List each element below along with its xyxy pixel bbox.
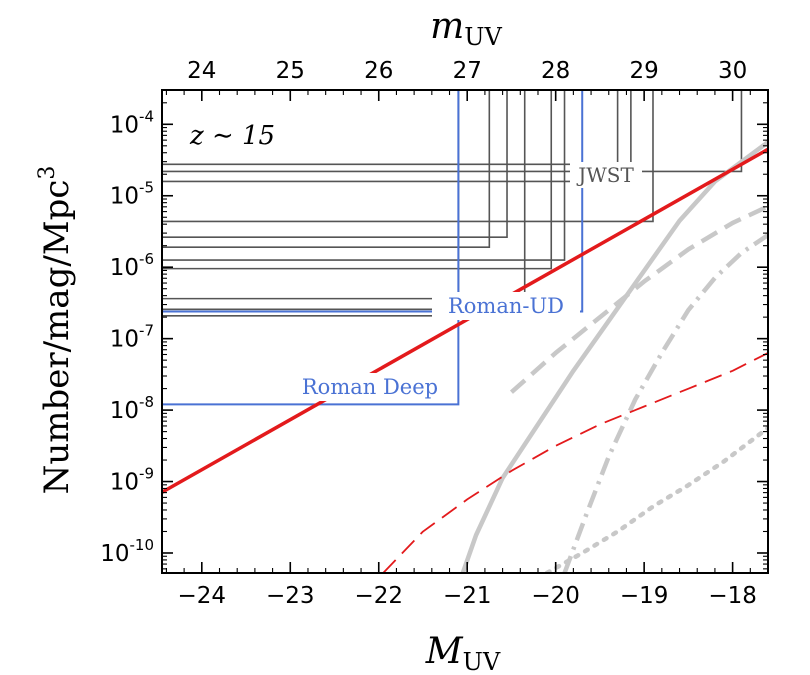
jwst-label-background	[570, 162, 642, 188]
x-tick-label: −18	[708, 583, 757, 609]
x-tick-label: −22	[354, 583, 403, 609]
series-line-gray-dashed	[509, 204, 768, 394]
y-tick-label: 10-8	[110, 393, 154, 424]
x-tick-label: −23	[266, 583, 315, 609]
y-tick-exponent: -7	[139, 322, 154, 340]
x2-axis-title: mUV	[430, 6, 502, 51]
roman-ud-label: Roman-UD	[448, 294, 564, 318]
redshift-annotation: z ∼ 15	[189, 121, 275, 151]
y-tick-label: 10-7	[110, 322, 154, 353]
series-line-red-dashed	[382, 352, 768, 573]
y-tick-base: 10	[100, 541, 129, 567]
y-tick-base: 10	[110, 255, 139, 281]
x2-tick-label: 28	[541, 58, 570, 84]
y-axis-title-sup: 3	[35, 166, 60, 180]
x2-tick-label: 30	[718, 58, 747, 84]
y-tick-exponent: -5	[139, 179, 154, 197]
x2-tick-label: 26	[364, 58, 393, 84]
y-tick-exponent: -10	[130, 536, 155, 554]
x-tick-label: −21	[443, 583, 492, 609]
x-tick-label: −19	[620, 583, 669, 609]
jwst-survey-box-9	[162, 90, 491, 248]
x2-tick-label: 29	[630, 58, 659, 84]
y-tick-exponent: -8	[139, 393, 154, 411]
y-axis-title-main: Number/mag/Mpc	[37, 180, 77, 495]
y-tick-label: 10-6	[110, 250, 154, 281]
x2-tick-label: 24	[187, 58, 216, 84]
plot-frame	[161, 89, 769, 574]
y-tick-base: 10	[110, 470, 139, 496]
x2-axis-title-main: m	[430, 6, 464, 47]
roman-survey-box-1	[162, 90, 460, 406]
y-axis-title: Number/mag/Mpc3	[35, 166, 77, 495]
x-axis-title-sub: UV	[463, 648, 501, 675]
series-layer	[162, 140, 768, 573]
jwst-label: JWST	[576, 163, 634, 187]
y-tick-base: 10	[110, 327, 139, 353]
y-tick-base: 10	[110, 398, 139, 424]
y-tick-label: 10-9	[110, 465, 154, 496]
x2-tick-label: 27	[453, 58, 482, 84]
series-line-gray-dashdot	[562, 233, 768, 573]
jwst-survey-box-5	[162, 90, 566, 261]
jwst-survey-box-8	[162, 90, 508, 238]
roman-deep-label-background	[285, 373, 455, 401]
series-line-gray-solid	[460, 140, 768, 573]
y-tick-exponent: -6	[139, 250, 154, 268]
x2-axis-title-sub: UV	[464, 23, 502, 51]
y-tick-exponent: -9	[139, 465, 154, 483]
jwst-survey-box-2	[162, 90, 654, 223]
series-line-main-lf	[162, 147, 768, 494]
jwst-survey-box-6	[162, 90, 553, 270]
jwst-survey-box-1	[162, 90, 743, 173]
survey-labels: JWST Roman-UD Roman Deep z ∼ 15	[182, 116, 642, 401]
y-tick-base: 10	[110, 112, 139, 138]
redshift-label-background	[182, 116, 292, 150]
y-tick-exponent: -4	[139, 107, 154, 125]
y-tick-label: 10-4	[110, 107, 154, 138]
y-tick-label: 10-5	[110, 179, 154, 210]
series-line-gray-dotted	[544, 425, 768, 573]
y-tick-label: 10-10	[100, 536, 154, 567]
y-tick-base: 10	[110, 184, 139, 210]
x-axis-title-main: M	[425, 631, 464, 672]
roman-ud-label-background	[432, 292, 580, 320]
x-tick-label: −20	[531, 583, 580, 609]
x-tick-label: −24	[178, 583, 227, 609]
x-axis-title: MUV	[425, 631, 501, 675]
x2-tick-label: 25	[276, 58, 305, 84]
roman-deep-label: Roman Deep	[302, 375, 438, 399]
